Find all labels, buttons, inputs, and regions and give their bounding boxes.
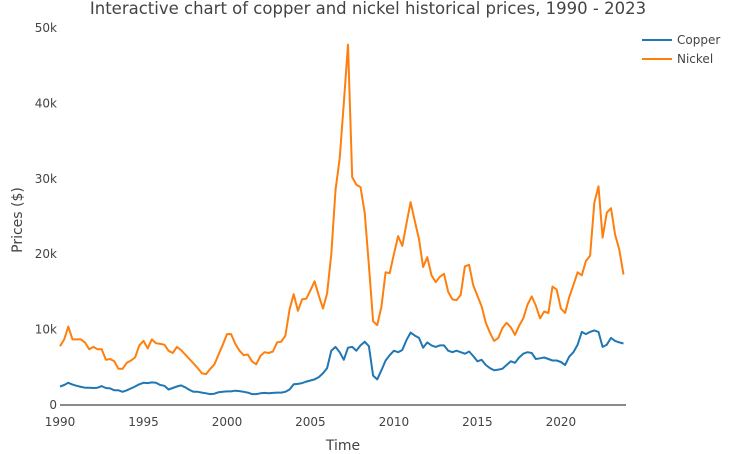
y-tick-label: 20k (35, 247, 57, 261)
y-axis-ticks: 0 10k 20k 30k 40k 50k (35, 21, 57, 412)
x-tick-label: 1990 (45, 415, 76, 429)
x-tick-label: 2015 (462, 415, 493, 429)
x-tick-label: 2020 (546, 415, 577, 429)
x-tick-label: 1995 (128, 415, 159, 429)
x-axis-ticks: 1990 1995 2000 2005 2010 2015 2020 (45, 415, 576, 429)
x-tick-label: 2005 (295, 415, 326, 429)
y-tick-label: 30k (35, 172, 57, 186)
y-tick-label: 50k (35, 21, 57, 35)
chart-title: Interactive chart of copper and nickel h… (90, 0, 646, 18)
y-tick-label: 0 (49, 398, 57, 412)
legend-label: Nickel (677, 52, 713, 66)
y-axis-title: Prices ($) (10, 187, 26, 253)
y-tick-label: 10k (35, 323, 57, 337)
legend-item-nickel[interactable]: Nickel (642, 52, 713, 66)
plot-area (59, 43, 625, 396)
x-tick-label: 2010 (379, 415, 410, 429)
legend[interactable]: Copper Nickel (642, 33, 720, 66)
series-line-copper[interactable] (59, 329, 624, 396)
legend-label: Copper (677, 33, 720, 47)
y-tick-label: 40k (35, 96, 57, 110)
x-tick-label: 2000 (212, 415, 243, 429)
series-line-nickel[interactable] (59, 43, 625, 376)
legend-item-copper[interactable]: Copper (642, 33, 720, 47)
x-axis-title: Time (325, 438, 360, 454)
